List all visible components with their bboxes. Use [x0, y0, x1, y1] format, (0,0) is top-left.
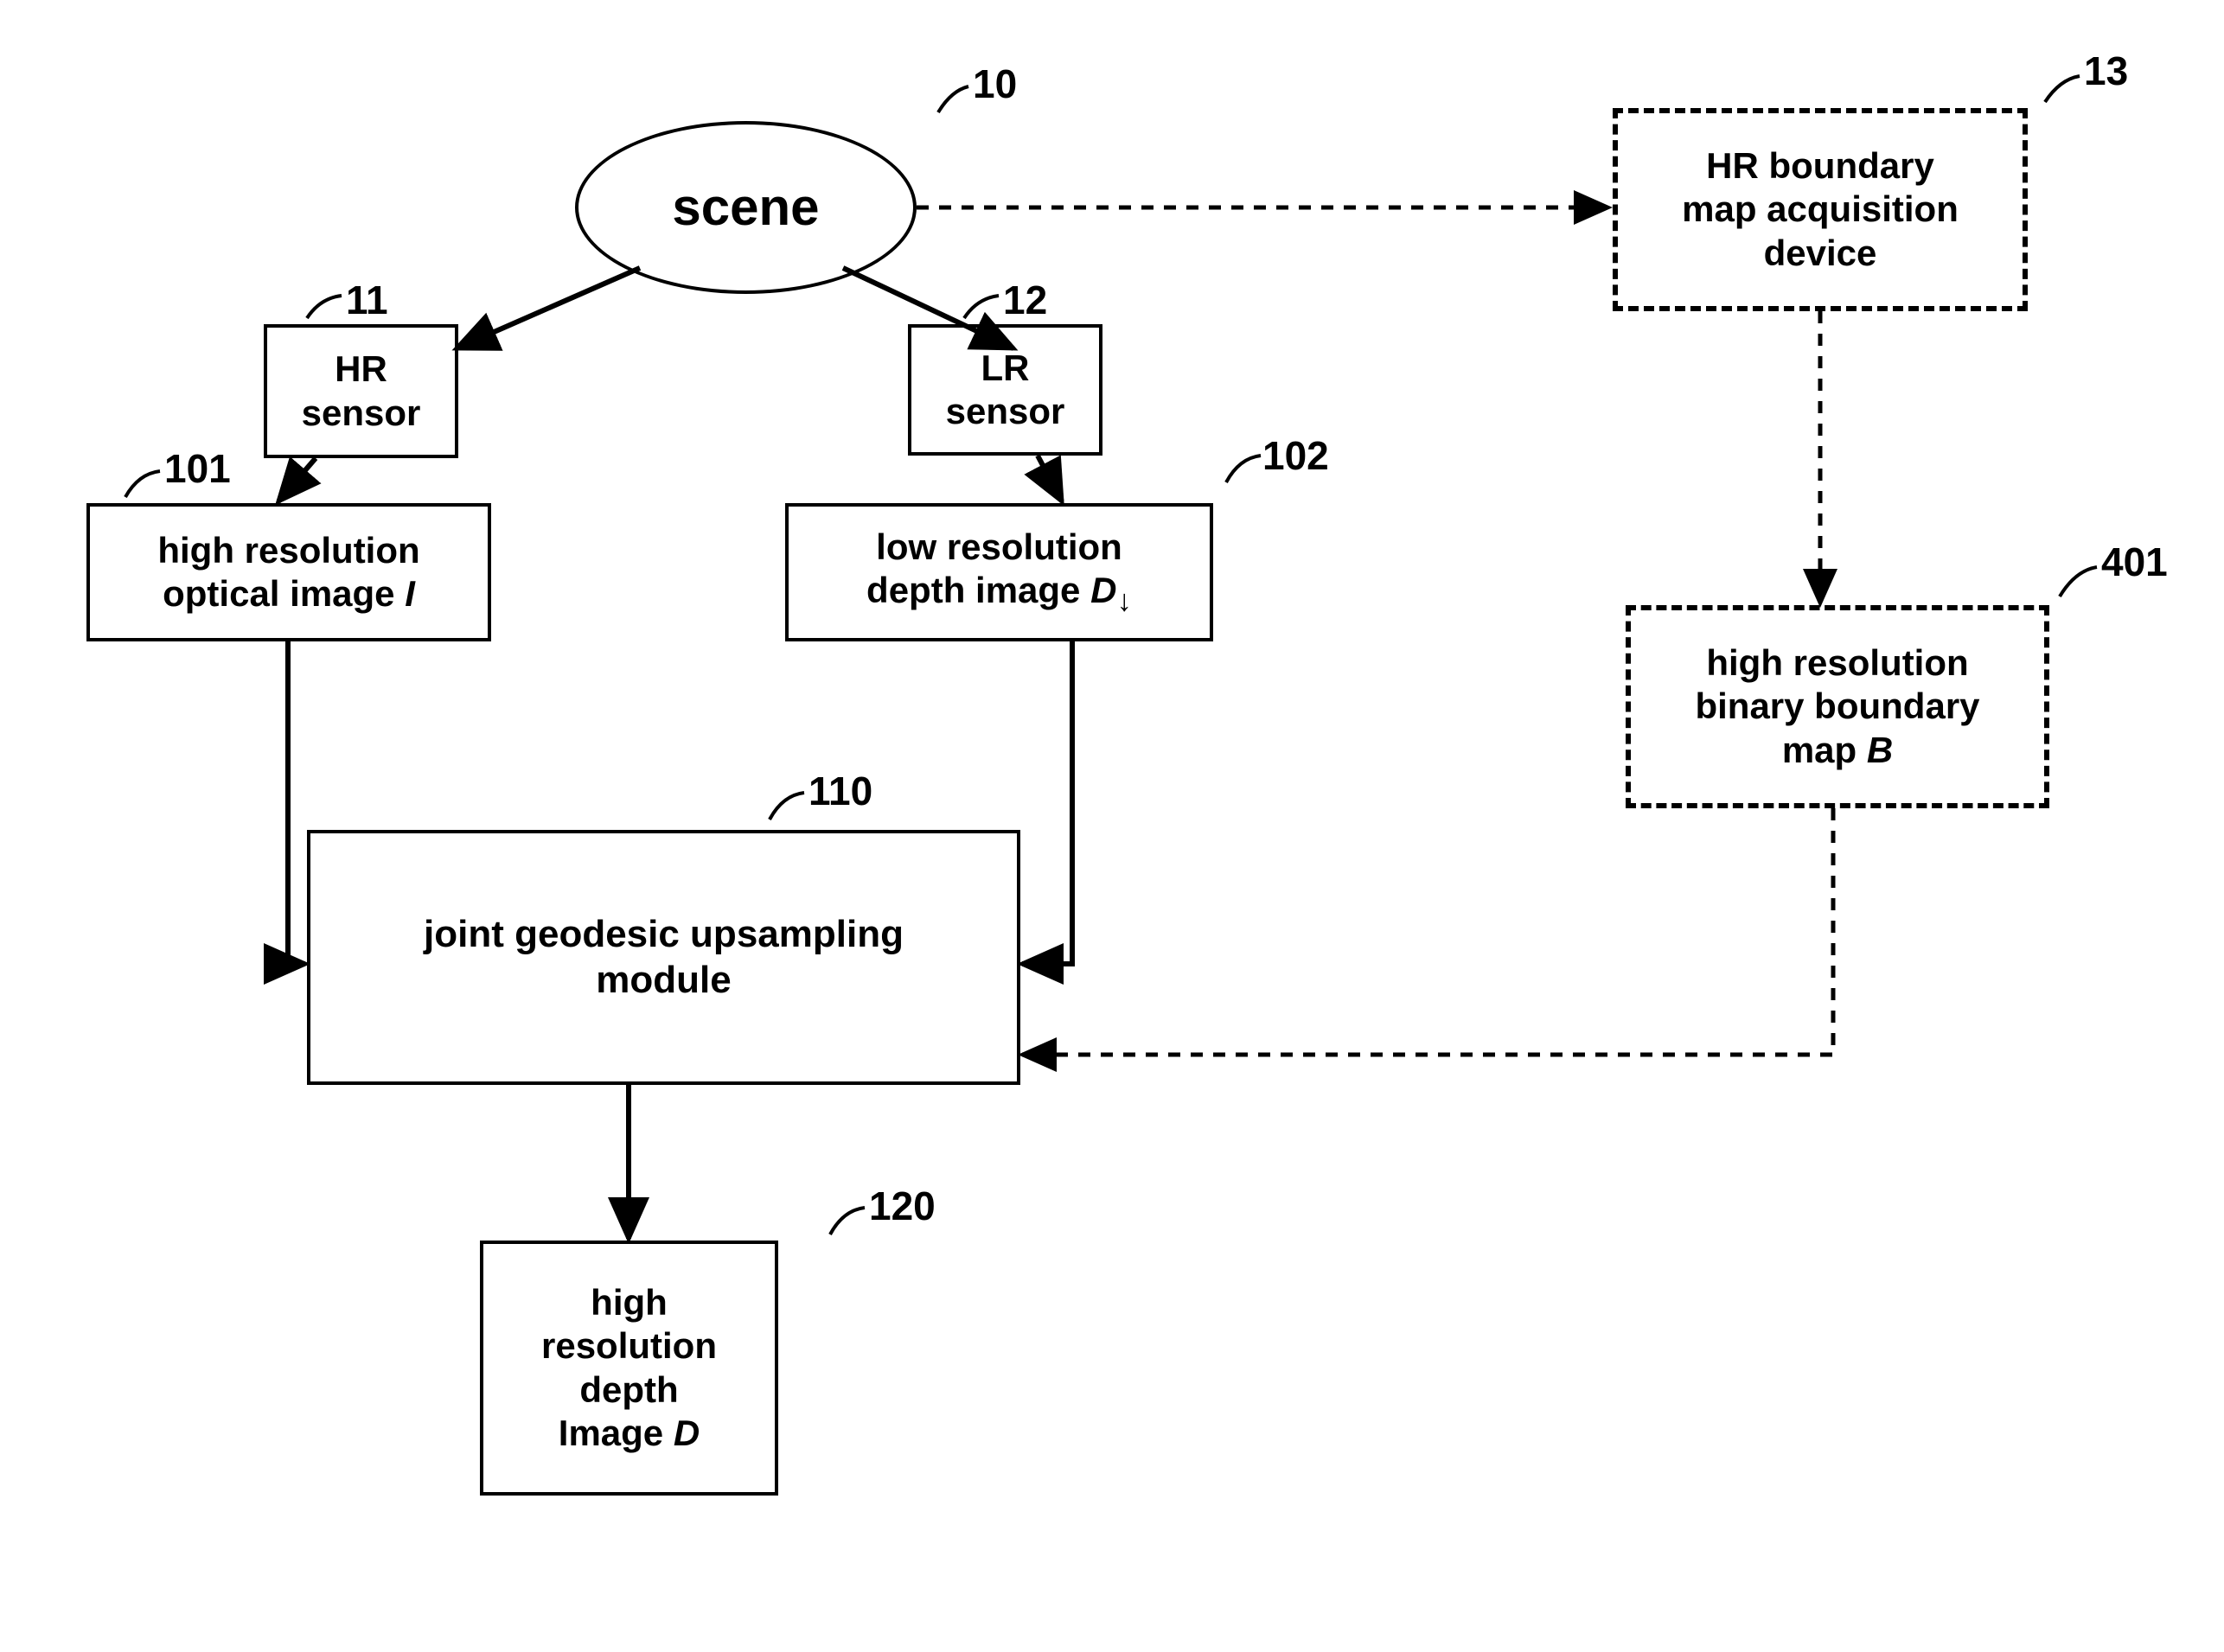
callout-hr-boundary-device — [2045, 76, 2080, 102]
node-hr-boundary-device: HR boundary map acquisition device — [1613, 108, 2028, 311]
node-scene: scene — [575, 121, 917, 294]
callout-hr-binary-boundary — [2060, 567, 2097, 596]
edge-hr-optical-upsampling — [288, 641, 305, 964]
node-hr-binary-boundary-label: high resolutionbinary boundarymap B — [1695, 641, 1979, 772]
callout-hr-sensor — [307, 296, 342, 318]
node-hr-depth-image: highresolutiondepthImage D — [480, 1241, 778, 1496]
edge-scene-hr-sensor — [457, 268, 640, 348]
id-label-hr-binary-boundary: 401 — [2101, 539, 2168, 585]
edge-lr-sensor-lr-depth-image — [1038, 456, 1062, 501]
callout-lr-depth-image — [1226, 456, 1261, 482]
id-label-scene: 10 — [973, 61, 1017, 107]
node-hr-sensor: HR sensor — [264, 324, 458, 458]
id-label-hr-depth-image: 120 — [869, 1183, 936, 1229]
id-label-hr-boundary-device: 13 — [2084, 48, 2128, 94]
id-label-hr-sensor: 11 — [346, 277, 388, 323]
node-lr-sensor-label: LR sensor — [946, 347, 1065, 434]
id-label-lr-depth-image: 102 — [1262, 432, 1329, 479]
id-label-upsampling-module: 110 — [808, 768, 872, 814]
id-label-hr-optical-image: 101 — [164, 445, 231, 492]
edge-binary-upsampling — [1022, 808, 1833, 1055]
node-upsampling-module: joint geodesic upsampling module — [307, 830, 1020, 1085]
node-lr-sensor: LR sensor — [908, 324, 1102, 456]
callout-upsampling-module — [770, 793, 804, 820]
callout-hr-depth-image — [830, 1208, 865, 1234]
node-hr-boundary-device-label: HR boundary map acquisition device — [1682, 144, 1959, 275]
callout-scene — [938, 86, 968, 112]
node-lr-depth-image: low resolutiondepth image D↓ — [785, 503, 1213, 641]
id-label-lr-sensor: 12 — [1003, 277, 1047, 323]
node-lr-depth-image-label: low resolutiondepth image D↓ — [866, 526, 1132, 620]
flowchart-diagram: scene HR sensor LR sensor HR boundary ma… — [0, 0, 2224, 1652]
edge-lr-depth-upsampling — [1022, 641, 1072, 964]
node-hr-binary-boundary: high resolutionbinary boundarymap B — [1626, 605, 2049, 808]
node-hr-sensor-label: HR sensor — [302, 348, 421, 435]
node-hr-depth-image-label: highresolutiondepthImage D — [541, 1281, 717, 1456]
callout-hr-optical-image — [125, 471, 160, 497]
node-hr-optical-image-label: high resolutionoptical image I — [157, 529, 419, 616]
edge-hr-sensor-hr-optical-image — [278, 458, 316, 501]
node-upsampling-module-label: joint geodesic upsampling module — [424, 912, 904, 1004]
callout-lr-sensor — [964, 296, 999, 318]
node-scene-label: scene — [672, 176, 819, 239]
node-hr-optical-image: high resolutionoptical image I — [86, 503, 491, 641]
